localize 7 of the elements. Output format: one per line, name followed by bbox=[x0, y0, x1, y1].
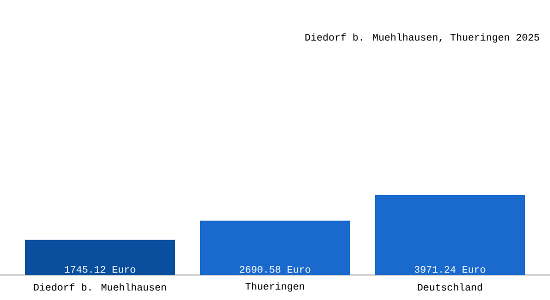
x-tick-label: Diedorf b. Muehlhausen bbox=[34, 283, 166, 291]
chart-title: Diedorf b. Muehlhausen, Thueringen 2025 bbox=[305, 33, 540, 43]
x-tick-label: Deutschland bbox=[418, 283, 482, 291]
data-label: 2690.58 Euro bbox=[240, 266, 310, 273]
data-label: 3971.24 Euro bbox=[414, 266, 486, 273]
x-tick-label: Thueringen bbox=[245, 282, 304, 292]
data-label: 1745.12 Euro bbox=[64, 266, 136, 273]
